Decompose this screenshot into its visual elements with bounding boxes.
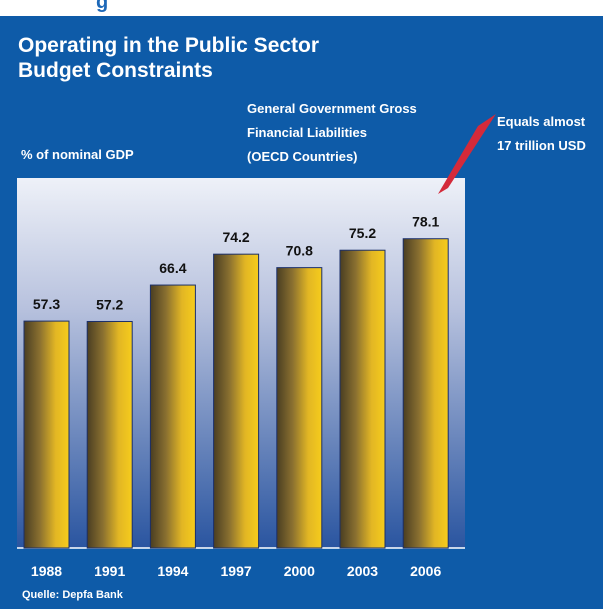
top-strip-text: g (96, 0, 109, 13)
bar-value-label-1988: 57.3 (33, 296, 60, 312)
x-tick-label-1994: 1994 (157, 563, 188, 579)
x-tick-label-2000: 2000 (284, 563, 315, 579)
x-tick-label-1997: 1997 (221, 563, 252, 579)
callout-arrow (438, 114, 496, 194)
bar-value-label-2006: 78.1 (412, 214, 439, 230)
x-tick-label-2006: 2006 (410, 563, 441, 579)
bar-value-label-2003: 75.2 (349, 225, 376, 241)
top-strip: g (0, 0, 603, 16)
bar-1994 (149, 284, 196, 549)
subtitle-line-2: Financial Liabilities (247, 125, 367, 140)
bar-1991 (86, 320, 133, 549)
title-line-1: Operating in the Public Sector (18, 34, 320, 57)
subtitle-line-1: General Government Gross (247, 101, 417, 116)
y-unit-label: % of nominal GDP (21, 147, 134, 162)
callout-line-1: Equals almost (497, 114, 586, 129)
bar-2003 (339, 249, 386, 549)
bar-1988 (23, 320, 70, 549)
bar-1997 (213, 253, 260, 549)
chart-subtitle: General Government Gross Financial Liabi… (247, 97, 417, 169)
callout-text: Equals almost 17 trillion USD (497, 110, 586, 158)
x-tick-label-1988: 1988 (31, 563, 62, 579)
bar-value-label-1991: 57.2 (96, 296, 123, 312)
subtitle-line-3: (OECD Countries) (247, 149, 358, 164)
x-tick-label-1991: 1991 (94, 563, 125, 579)
bar-2000 (276, 267, 323, 549)
title-line-2: Budget Constraints (18, 59, 213, 82)
x-tick-label-2003: 2003 (347, 563, 378, 579)
bar-value-label-2000: 70.8 (286, 243, 313, 259)
bar-value-label-1994: 66.4 (159, 260, 186, 276)
source-note: Quelle: Depfa Bank (22, 589, 123, 601)
bars-group: 57.3 57.2 66.4 74.2 70.8 75.2 78.1 (23, 214, 449, 549)
bar-2006 (402, 238, 449, 549)
x-tick-labels: 1988 1991 1994 1997 2000 2003 2006 (31, 563, 442, 579)
page-title: Operating in the Public Sector Budget Co… (18, 33, 319, 83)
callout-line-2: 17 trillion USD (497, 138, 586, 153)
bar-value-label-1997: 74.2 (222, 229, 249, 245)
